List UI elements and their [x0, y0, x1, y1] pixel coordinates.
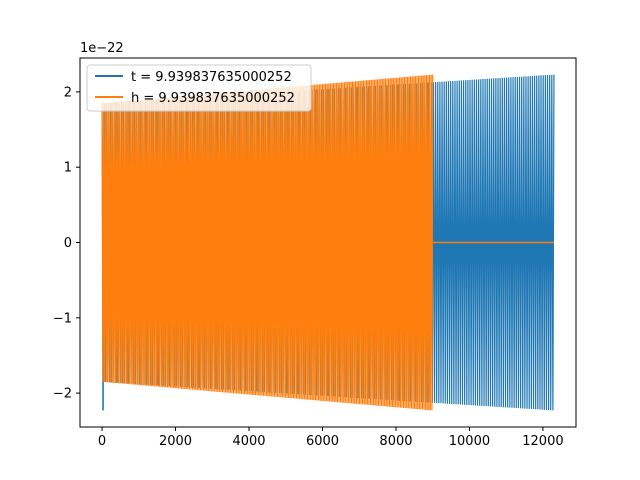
y-offset-label: 1e−22 — [80, 41, 124, 56]
x-axis: 0 2000 4000 6000 8000 10000 12000 — [98, 427, 564, 449]
legend: t = 9.939837635000252 h = 9.939837635000… — [86, 64, 312, 112]
y-tick-label: −2 — [53, 387, 72, 402]
x-tick-label: 8000 — [379, 434, 412, 449]
y-axis: −2 −1 0 1 2 — [53, 85, 80, 402]
y-tick-label: 2 — [64, 85, 72, 100]
x-tick-label: 6000 — [306, 434, 339, 449]
x-tick-label: 10000 — [449, 434, 490, 449]
x-tick-label: 2000 — [159, 434, 192, 449]
x-tick-label: 12000 — [522, 434, 563, 449]
x-tick-label: 4000 — [232, 434, 265, 449]
x-tick-label: 0 — [98, 434, 106, 449]
legend-label-h: h = 9.939837635000252 — [131, 91, 295, 106]
legend-label-t: t = 9.939837635000252 — [131, 70, 292, 85]
y-tick-label: 0 — [64, 236, 72, 251]
y-tick-label: 1 — [64, 161, 72, 176]
y-tick-label: −1 — [53, 311, 72, 326]
legend-box — [86, 64, 312, 112]
